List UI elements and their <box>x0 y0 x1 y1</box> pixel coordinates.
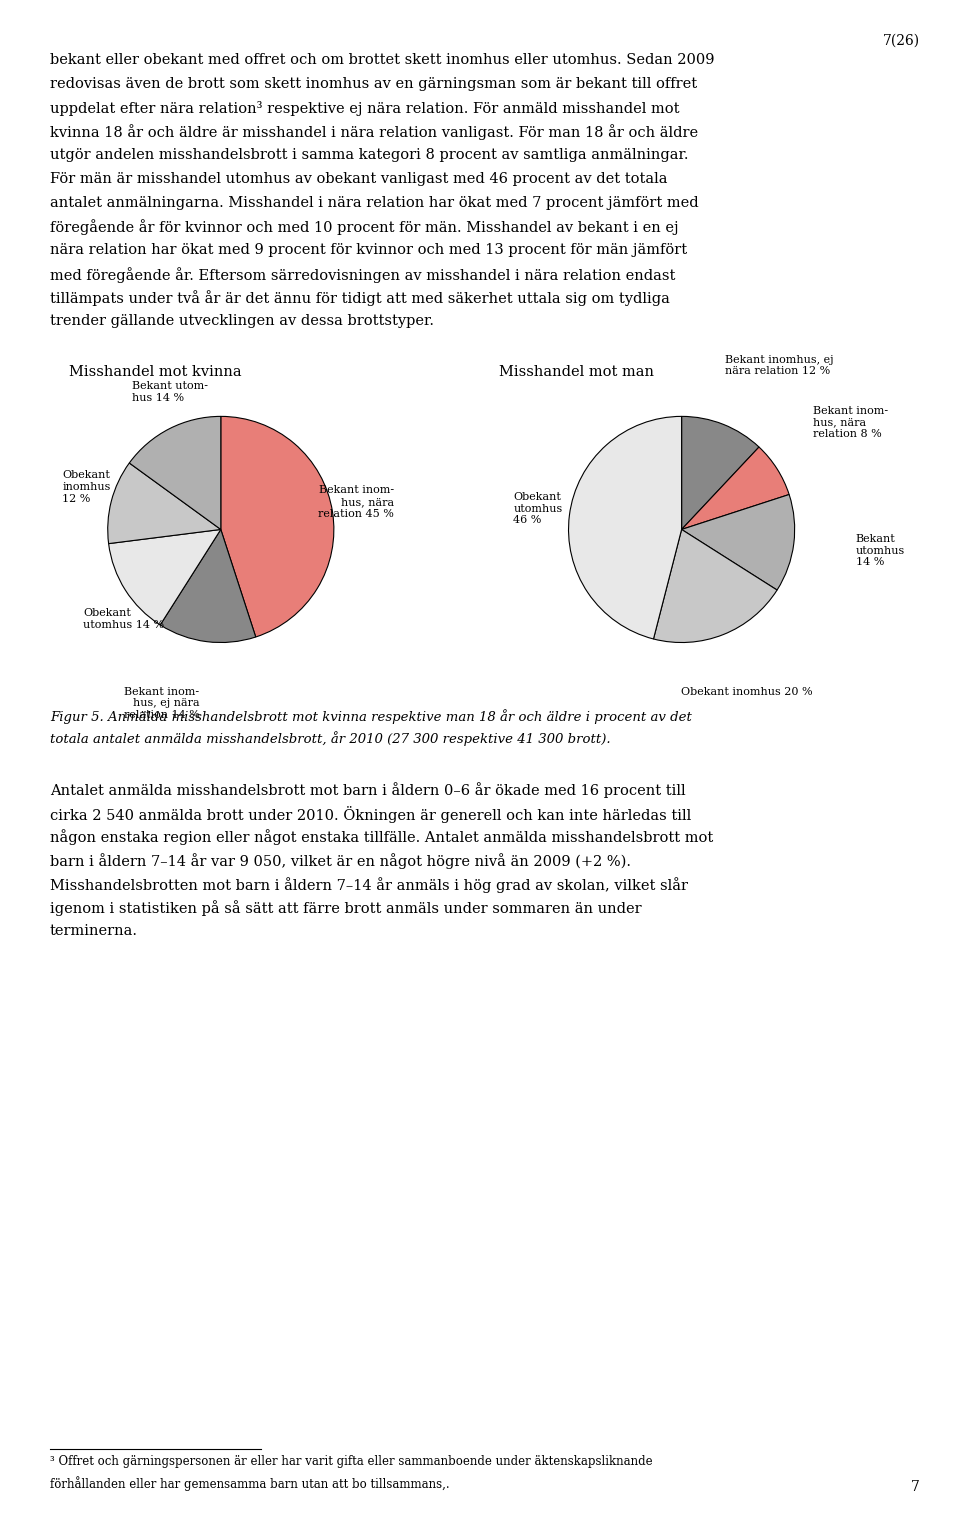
Text: Misshandel mot kvinna: Misshandel mot kvinna <box>69 365 242 379</box>
Text: trender gällande utvecklingen av dessa brottstyper.: trender gällande utvecklingen av dessa b… <box>50 313 434 329</box>
Text: utgör andelen misshandelsbrott i samma kategori 8 procent av samtliga anmälninga: utgör andelen misshandelsbrott i samma k… <box>50 148 688 162</box>
Text: föregående år för kvinnor och med 10 procent för män. Misshandel av bekant i en : föregående år för kvinnor och med 10 pro… <box>50 219 679 235</box>
Text: terminerna.: terminerna. <box>50 924 138 938</box>
Wedge shape <box>568 416 682 639</box>
Text: Misshandelsbrotten mot barn i åldern 7–14 år anmäls i hög grad av skolan, vilket: Misshandelsbrotten mot barn i åldern 7–1… <box>50 877 688 892</box>
Text: tillämpats under två år är det ännu för tidigt att med säkerhet uttala sig om ty: tillämpats under två år är det ännu för … <box>50 290 670 306</box>
Text: Obekant
inomhus
12 %: Obekant inomhus 12 % <box>62 471 110 504</box>
Wedge shape <box>130 416 221 529</box>
Wedge shape <box>682 416 759 529</box>
Text: Antalet anmälda misshandelsbrott mot barn i åldern 0–6 år ökade med 16 procent t: Antalet anmälda misshandelsbrott mot bar… <box>50 782 685 798</box>
Text: Bekant inom-
hus, nära
relation 45 %: Bekant inom- hus, nära relation 45 % <box>318 486 394 518</box>
Text: igenom i statistiken på så sätt att färre brott anmäls under sommaren än under: igenom i statistiken på så sätt att färr… <box>50 900 641 917</box>
Wedge shape <box>682 448 789 529</box>
Text: För män är misshandel utomhus av obekant vanligast med 46 procent av det totala: För män är misshandel utomhus av obekant… <box>50 171 667 186</box>
Text: ³ Offret och gärningspersonen är eller har varit gifta eller sammanboende under : ³ Offret och gärningspersonen är eller h… <box>50 1455 653 1468</box>
Text: totala antalet anmälda misshandelsbrott, år 2010 (27 300 respektive 41 300 brott: totala antalet anmälda misshandelsbrott,… <box>50 730 611 746</box>
Text: med föregående år. Eftersom särredovisningen av misshandel i nära relation endas: med föregående år. Eftersom särredovisni… <box>50 266 675 283</box>
Text: 7(26): 7(26) <box>882 34 920 47</box>
Wedge shape <box>108 463 221 544</box>
Wedge shape <box>160 529 255 642</box>
Text: Obekant
utomhus
46 %: Obekant utomhus 46 % <box>514 492 563 526</box>
Text: 7: 7 <box>911 1481 920 1494</box>
Text: förhållanden eller har gemensamma barn utan att bo tillsammans,.: förhållanden eller har gemensamma barn u… <box>50 1476 449 1491</box>
Text: Bekant inom-
hus, ej nära
relation 14 %: Bekant inom- hus, ej nära relation 14 % <box>124 686 200 720</box>
Text: uppdelat efter nära relation³ respektive ej nära relation. För anmäld misshandel: uppdelat efter nära relation³ respektive… <box>50 101 680 116</box>
Wedge shape <box>108 529 221 625</box>
Text: Bekant utom-
hus 14 %: Bekant utom- hus 14 % <box>132 380 207 403</box>
Text: Bekant inomhus, ej
nära relation 12 %: Bekant inomhus, ej nära relation 12 % <box>726 354 834 376</box>
Text: Figur 5. Anmälda misshandelsbrott mot kvinna respektive man 18 år och äldre i pr: Figur 5. Anmälda misshandelsbrott mot kv… <box>50 709 692 724</box>
Text: cirka 2 540 anmälda brott under 2010. Ökningen är generell och kan inte härledas: cirka 2 540 anmälda brott under 2010. Ök… <box>50 805 691 822</box>
Wedge shape <box>682 495 795 590</box>
Text: någon enstaka region eller något enstaka tillfälle. Antalet anmälda misshandelsb: någon enstaka region eller något enstaka… <box>50 830 713 845</box>
Text: redovisas även de brott som skett inomhus av en gärningsman som är bekant till o: redovisas även de brott som skett inomhu… <box>50 76 697 92</box>
Text: Bekant inom-
hus, nära
relation 8 %: Bekant inom- hus, nära relation 8 % <box>813 406 889 440</box>
Wedge shape <box>221 416 334 637</box>
Wedge shape <box>654 529 777 642</box>
Text: Misshandel mot man: Misshandel mot man <box>499 365 654 379</box>
Text: bekant eller obekant med offret och om brottet skett inomhus eller utomhus. Seda: bekant eller obekant med offret och om b… <box>50 53 714 67</box>
Text: kvinna 18 år och äldre är misshandel i nära relation vanligast. För man 18 år oc: kvinna 18 år och äldre är misshandel i n… <box>50 124 698 141</box>
Text: Bekant
utomhus
14 %: Bekant utomhus 14 % <box>855 535 905 567</box>
Text: Obekant
utomhus 14 %: Obekant utomhus 14 % <box>84 608 164 630</box>
Text: barn i åldern 7–14 år var 9 050, vilket är en något högre nivå än 2009 (+2 %).: barn i åldern 7–14 år var 9 050, vilket … <box>50 853 631 869</box>
Text: nära relation har ökat med 9 procent för kvinnor och med 13 procent för män jämf: nära relation har ökat med 9 procent för… <box>50 243 687 257</box>
Text: Obekant inomhus 20 %: Obekant inomhus 20 % <box>682 688 813 697</box>
Text: antalet anmälningarna. Misshandel i nära relation har ökat med 7 procent jämfört: antalet anmälningarna. Misshandel i nära… <box>50 196 699 209</box>
